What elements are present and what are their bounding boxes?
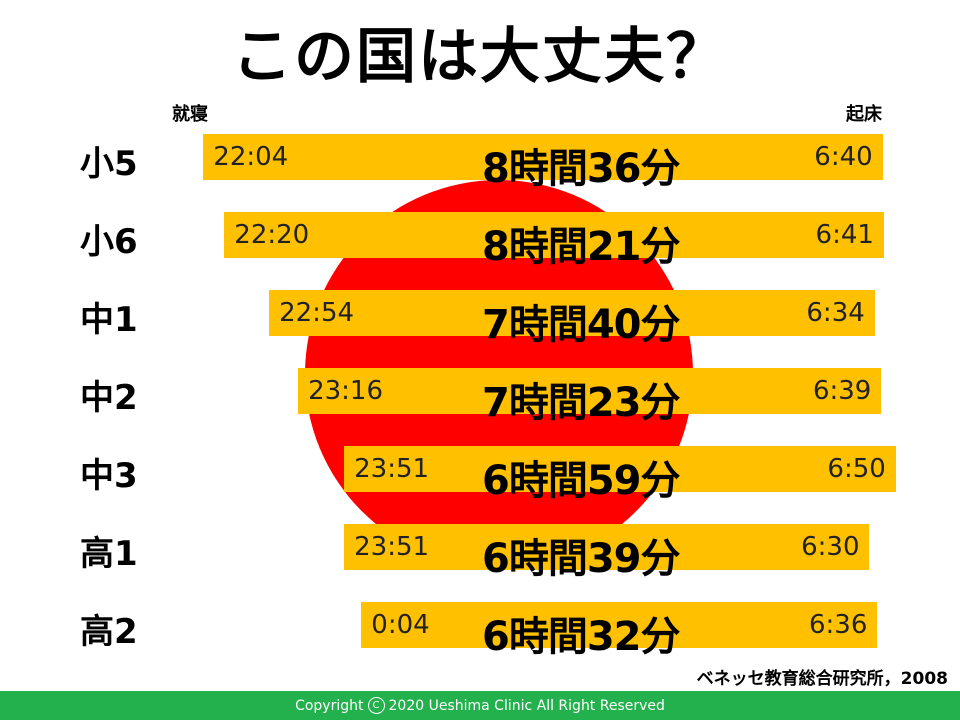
waketime-label: 6:41: [815, 220, 874, 250]
bedtime-axis-label: 就寝: [172, 104, 208, 125]
sleep-duration-label: 6時間59分: [482, 458, 680, 504]
waketime-label: 6:50: [827, 454, 886, 484]
sleep-bar: 22:20 6:41: [224, 212, 884, 258]
copyright-text: 2020 Ueshima Clinic All Right Reserved: [388, 697, 665, 714]
sleep-duration-label: 6時間32分: [482, 614, 680, 660]
waketime-label: 6:30: [801, 532, 860, 562]
grade-label: 高1: [80, 534, 138, 574]
copyright-footer: Copyright C 2020 Ueshima Clinic All Righ…: [0, 691, 960, 720]
grade-label: 中3: [80, 456, 138, 496]
sleep-bar: 22:04 6:40: [203, 134, 883, 180]
grade-label: 高2: [80, 612, 138, 652]
waketime-axis-label: 起床: [846, 104, 882, 125]
sleep-duration-label: 7時間23分: [482, 380, 680, 426]
sleep-bar: 22:54 6:34: [269, 290, 875, 336]
sleep-duration-label: 7時間40分: [482, 302, 680, 348]
grade-label: 小6: [80, 222, 138, 262]
bedtime-label: 22:04: [213, 142, 289, 172]
waketime-label: 6:34: [806, 298, 865, 328]
source-note: ベネッセ教育総合研究所，2008: [696, 669, 948, 689]
sleep-bar: 23:51 6:30: [344, 524, 870, 570]
bedtime-label: 0:04: [371, 610, 430, 640]
waketime-label: 6:40: [814, 142, 873, 172]
sleep-duration-label: 8時間21分: [482, 224, 680, 270]
sleep-bar: 23:16 6:39: [298, 368, 882, 414]
waketime-label: 6:39: [812, 376, 872, 406]
sleep-duration-label: 8時間36分: [482, 146, 680, 192]
grade-label: 中1: [80, 300, 138, 340]
grade-label: 小5: [80, 144, 138, 184]
sleep-bar: 23:51 6:50: [344, 446, 896, 492]
bedtime-label: 23:51: [354, 532, 430, 562]
page-title: この国は大丈夫？: [232, 22, 728, 92]
sleep-bar: 0:04 6:36: [361, 602, 878, 648]
bedtime-label: 23:51: [354, 454, 430, 484]
grade-label: 中2: [80, 378, 138, 418]
copyright-icon: C: [367, 697, 385, 714]
bedtime-label: 22:20: [234, 220, 310, 250]
bedtime-label: 23:16: [308, 376, 384, 406]
waketime-label: 6:36: [808, 610, 868, 640]
sleep-duration-label: 6時間39分: [482, 536, 680, 582]
copyright-prefix: Copyright: [295, 697, 364, 714]
bedtime-label: 22:54: [279, 298, 355, 328]
